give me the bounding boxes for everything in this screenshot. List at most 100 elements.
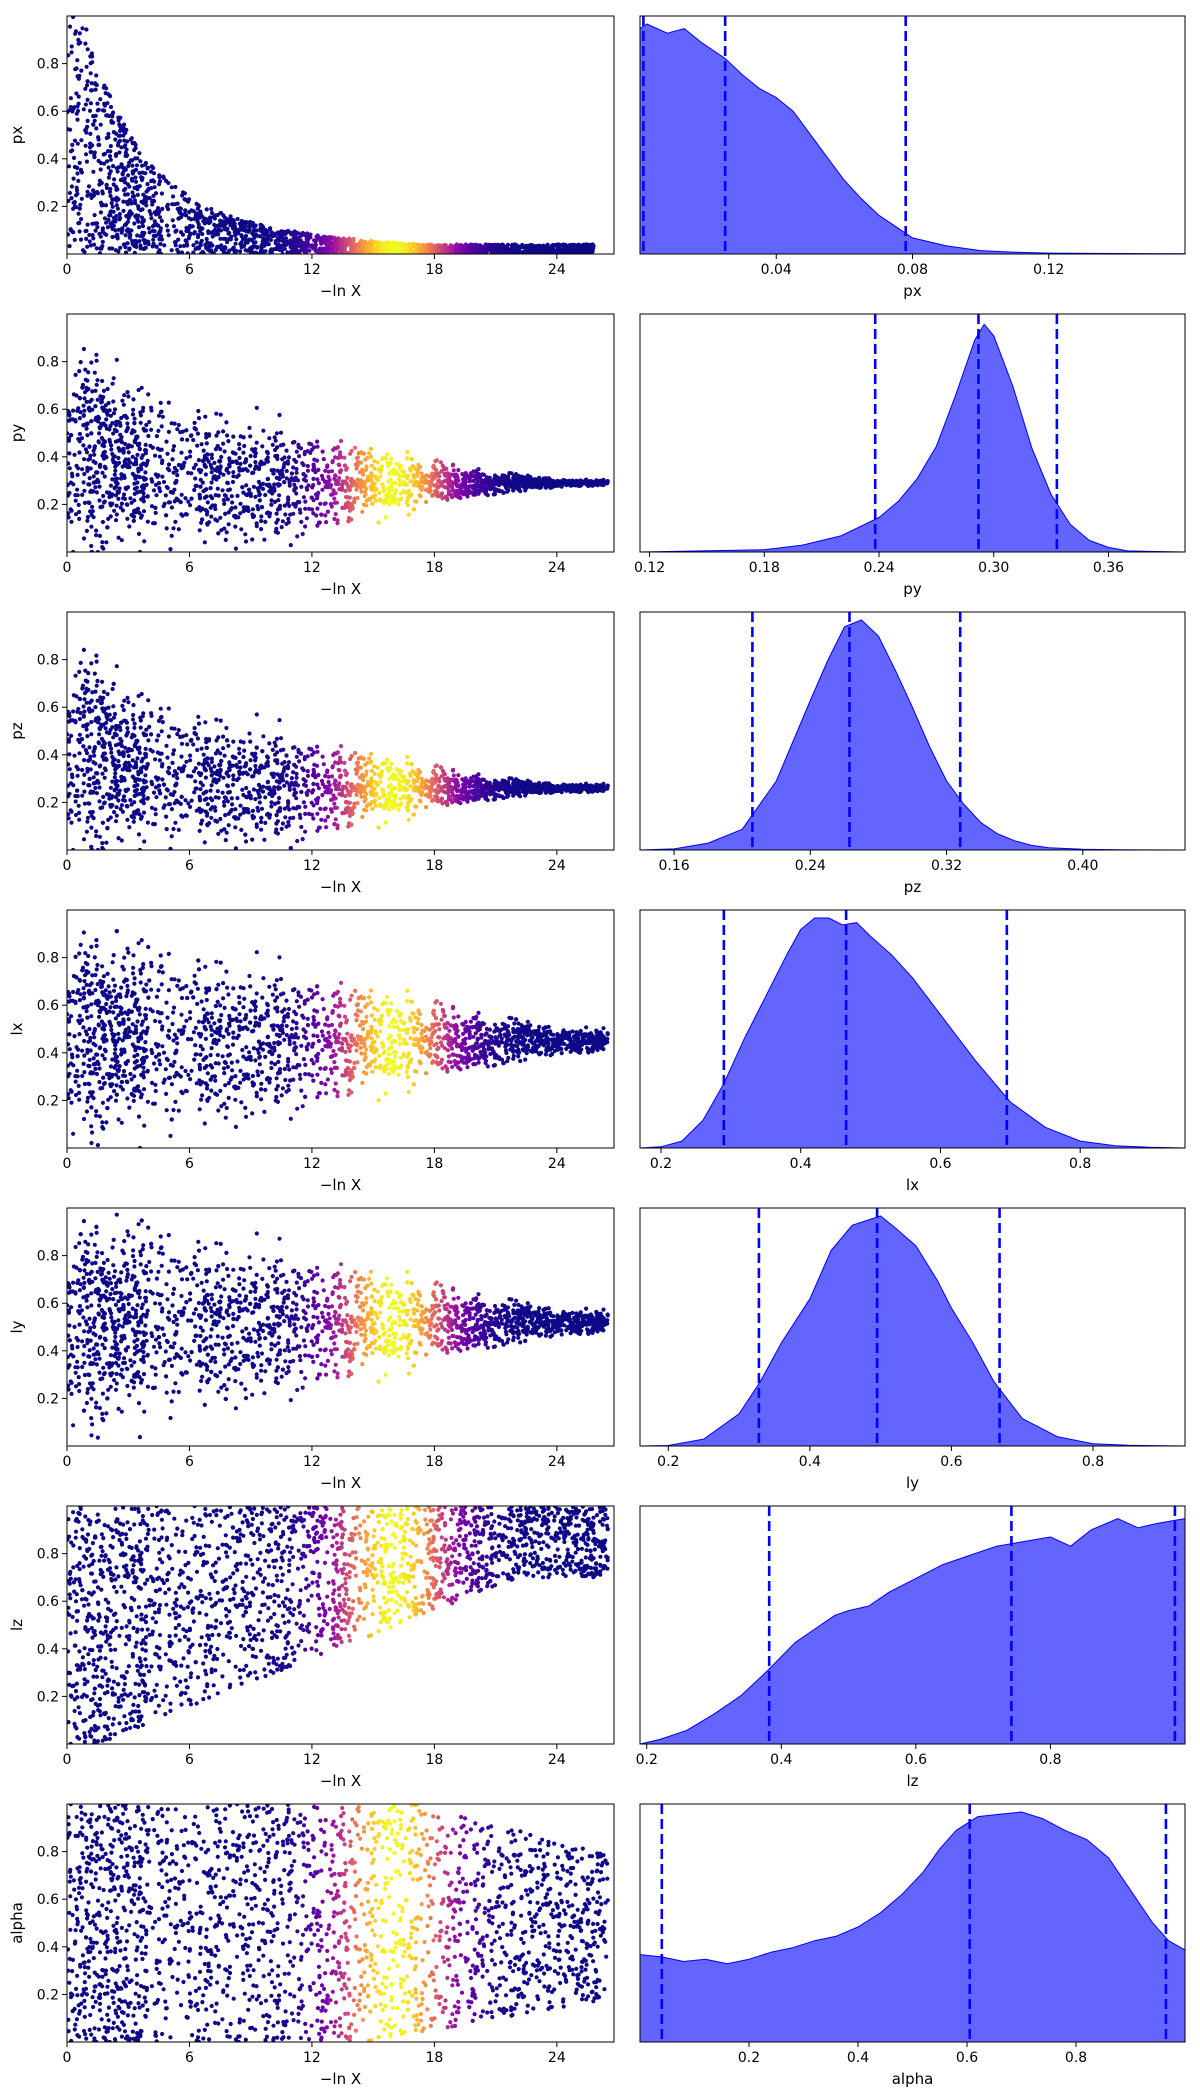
scatter-point (67, 198, 71, 203)
scatter-point (340, 241, 345, 246)
scatter-point (269, 251, 274, 254)
scatter-point (75, 472, 80, 477)
scatter-point (204, 441, 209, 446)
scatter-point (84, 236, 89, 241)
scatter-point (83, 229, 88, 234)
scatter-point (204, 512, 210, 517)
scatter-point (75, 773, 80, 778)
scatter-point (81, 781, 86, 786)
scatter-point (69, 50, 74, 55)
scatter-point (88, 61, 93, 66)
scatter-point (77, 431, 82, 437)
scatter-point (401, 489, 406, 494)
scatter-point (76, 76, 81, 81)
scatter-point (83, 377, 88, 382)
scatter-point (303, 245, 308, 250)
scatter-point (85, 244, 90, 249)
scatter-point (230, 246, 235, 252)
scatter-point (125, 516, 130, 521)
scatter-point (280, 234, 285, 239)
scatter-point (288, 241, 293, 246)
scatter-point (508, 480, 514, 485)
scatter-point (359, 451, 365, 456)
scatter-point (110, 204, 115, 209)
scatter-point (92, 150, 97, 155)
scatter-point (108, 483, 113, 488)
scatter-point (273, 438, 278, 443)
scatter-point (114, 198, 119, 203)
scatter-point (218, 751, 223, 756)
scatter-point (91, 480, 96, 485)
scatter-point (273, 529, 278, 534)
scatter-xlabel-px: −ln X (320, 282, 361, 300)
scatter-px-ytick-label: 0.8 (37, 57, 59, 73)
scatter-point (101, 394, 106, 400)
scatter-point (116, 535, 121, 540)
scatter-point (202, 464, 208, 469)
scatter-point (93, 388, 98, 393)
scatter-point (246, 508, 251, 513)
scatter-point (510, 249, 515, 254)
scatter-point (85, 47, 90, 52)
scatter-point (84, 27, 89, 32)
scatter-point (269, 800, 274, 805)
scatter-point (228, 214, 233, 219)
scatter-point (572, 244, 577, 249)
scatter-point (92, 242, 97, 247)
scatter-point (406, 488, 411, 493)
scatter-point (178, 206, 183, 211)
scatter-py-xtick-label: 18 (425, 560, 443, 576)
scatter-point (195, 431, 200, 436)
scatter-point (333, 247, 338, 252)
scatter-point (137, 549, 142, 552)
scatter-point (195, 443, 200, 448)
scatter-point (121, 402, 126, 407)
scatter-point (128, 460, 133, 465)
scatter-point (141, 491, 146, 496)
scatter-point (419, 471, 424, 476)
scatter-point (258, 482, 263, 487)
scatter-point (169, 505, 174, 510)
scatter-point (276, 482, 281, 487)
scatter-point (145, 182, 150, 187)
scatter-point (196, 714, 201, 719)
scatter-point (373, 498, 378, 503)
scatter-point (167, 468, 172, 473)
scatter-point (114, 234, 119, 239)
scatter-point (222, 449, 227, 454)
scatter-point (263, 820, 268, 826)
scatter-point (182, 212, 187, 217)
scatter-point (292, 793, 297, 798)
scatter-point (229, 460, 234, 465)
scatter-point (481, 472, 487, 477)
scatter-point (134, 485, 139, 490)
scatter-point (259, 819, 264, 825)
scatter-point (386, 502, 392, 507)
scatter-point (126, 164, 131, 169)
scatter-point (216, 735, 221, 740)
scatter-point (280, 472, 285, 477)
scatter-point (536, 477, 541, 482)
scatter-point (342, 760, 347, 766)
scatter-point (136, 387, 141, 393)
kde-area-px (640, 23, 1185, 254)
scatter-point (121, 446, 126, 451)
scatter-point (172, 421, 177, 426)
scatter-point (291, 815, 296, 820)
scatter-point (75, 117, 80, 122)
scatter-point (77, 160, 82, 165)
scatter-point (397, 463, 402, 468)
scatter-point (330, 492, 335, 497)
scatter-point (267, 489, 272, 494)
scatter-point (186, 499, 191, 504)
scatter-point (259, 505, 265, 510)
scatter-point (106, 165, 111, 170)
scatter-point (308, 235, 313, 240)
scatter-point (164, 178, 169, 184)
scatter-point (419, 776, 424, 781)
scatter-point (70, 109, 75, 114)
scatter-point (94, 415, 99, 420)
scatter-point (222, 493, 227, 498)
scatter-point (347, 504, 352, 509)
scatter-point (93, 404, 98, 409)
